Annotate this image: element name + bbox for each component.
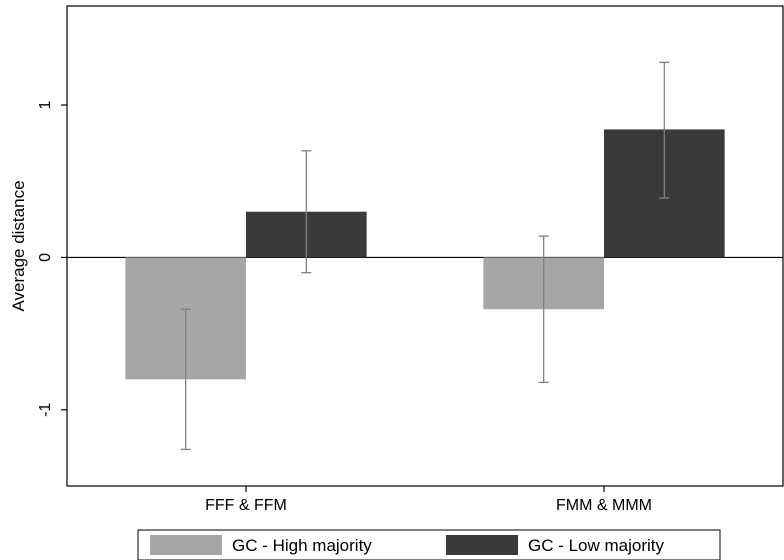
y-tick-label: 1	[37, 101, 54, 110]
legend-label-2: GC - Low majority	[528, 536, 665, 555]
x-tick-label: FMM & MMM	[556, 497, 652, 514]
x-axis-ticks: FFF & FFM FMM & MMM	[205, 486, 652, 514]
legend-label-1: GC - High majority	[232, 536, 372, 555]
y-axis-label: Average distance	[9, 180, 28, 311]
y-axis-ticks: -1 0 1	[37, 101, 67, 417]
legend-box	[137, 529, 721, 560]
legend: GC - High majority GC - Low majority	[137, 529, 721, 560]
bars-group	[125, 129, 725, 380]
y-tick-label: -1	[37, 403, 54, 417]
x-tick-label: FFF & FFM	[205, 497, 287, 514]
legend-swatch-2	[446, 535, 518, 555]
error-bars-group	[180, 61, 670, 451]
plot-area-border	[66, 5, 784, 487]
legend-swatch-1	[150, 535, 222, 555]
y-tick-label: 0	[37, 253, 54, 262]
